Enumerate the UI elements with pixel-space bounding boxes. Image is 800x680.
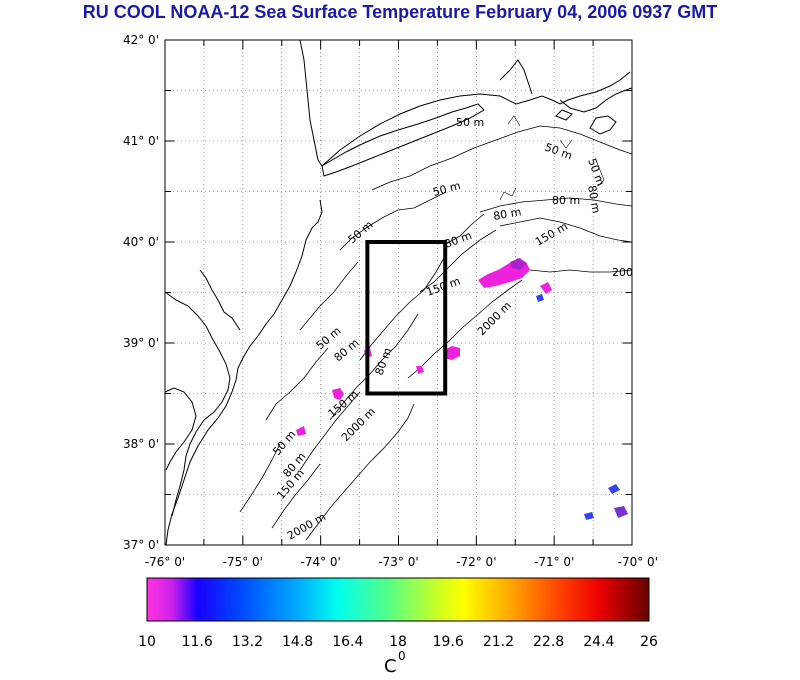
colorbar-tick-label: 26 [640,634,658,650]
isobath-2000m [305,269,633,541]
sst-patch-blue-4 [536,294,544,302]
page-title: RU COOL NOAA-12 Sea Surface Temperature … [82,2,718,22]
longitude-label: -72° 0' [456,555,496,569]
coastline-new-england [299,39,631,167]
colorbar-tick-label: 22.8 [533,634,564,650]
study-area-box [365,240,448,396]
colorbar-tick-labels: 10 11.6 13.2 14.8 16.4 18 19.6 21.2 22.8 24.4 26 [138,634,658,650]
colorbar-tick-label: 13.2 [232,634,263,650]
sst-patch-blue-1 [608,484,620,494]
contour-label: 80 m [492,205,522,223]
colorbar-tick-label: 24.4 [583,634,614,650]
sst-patch-small-4 [296,426,306,436]
longitude-label: -73° 0' [378,555,418,569]
colorbar: 10 11.6 13.2 14.8 16.4 18 19.6 21.2 22.8 24.4 26 C… [138,577,658,677]
colorbar-tick-label: 11.6 [182,634,213,650]
longitude-label: -75° 0' [223,555,263,569]
latitude-label: 38° 0' [123,437,159,451]
colorbar-tick-label: 18 [389,634,407,650]
isobath-80m [299,197,633,471]
colorbar-tick-label: 16.4 [332,634,363,650]
colorbar-unit-label: C [384,656,397,677]
contour-label: 50 m [456,116,484,129]
longitude-labels: -76° 0' -75° 0' -74° 0' -73° 0' -72° 0' -71° … [145,555,658,569]
contour-label: 80 m [552,194,580,207]
latitude-label: 39° 0' [123,336,159,350]
coastline-inland-1 [164,387,197,471]
colorbar-tick-label: 19.6 [433,634,464,650]
contour-label: 80 m [585,184,603,214]
sst-patch-small-1 [332,388,344,400]
coastline-delaware-bay [164,291,231,517]
sst-patch-small-2 [416,366,424,374]
colorbar-tick-label: 21.2 [483,634,514,650]
isobath-50m [239,125,633,513]
colorbar-gradient [146,577,650,622]
colorbar-tick-label: 10 [138,634,156,650]
longitude-label: -74° 0' [300,555,340,569]
longitude-label: -70° 0' [618,555,658,569]
latitude-label: 40° 0' [123,235,159,249]
coastline [164,39,633,546]
sst-patch-small-3 [540,282,552,294]
latitude-labels: 42° 0' 41° 0' 40° 0' 39° 0' 38° 0' 37° 0' [123,33,159,552]
colorbar-unit-superscript: 0 [398,649,406,663]
latitude-label: 42° 0' [123,33,159,47]
slope-detail [499,115,605,201]
sst-patch-blue-3 [584,512,594,520]
map-panel: 50 m 50 m 50 m 50 m 50 m 50 m 50 m 80 m … [123,33,658,569]
isobath-150m [271,217,633,529]
graticule [165,40,632,545]
coastline-inland-2 [199,269,241,331]
sst-patch-slope [444,346,460,360]
contour-label: 200 [612,266,633,279]
longitude-label: -76° 0' [145,555,185,569]
coastline-nj-coast [165,199,323,546]
latitude-label: 37° 0' [123,538,159,552]
sst-patch-gulf-core [510,258,526,270]
coastline-cape-region [499,59,633,113]
sst-patch-blue-2 [614,506,628,518]
coastline-islands [555,109,617,135]
colorbar-tick-label: 14.8 [282,634,313,650]
longitude-label: -71° 0' [534,555,574,569]
latitude-label: 41° 0' [123,134,159,148]
coastline-long-island [321,103,485,177]
